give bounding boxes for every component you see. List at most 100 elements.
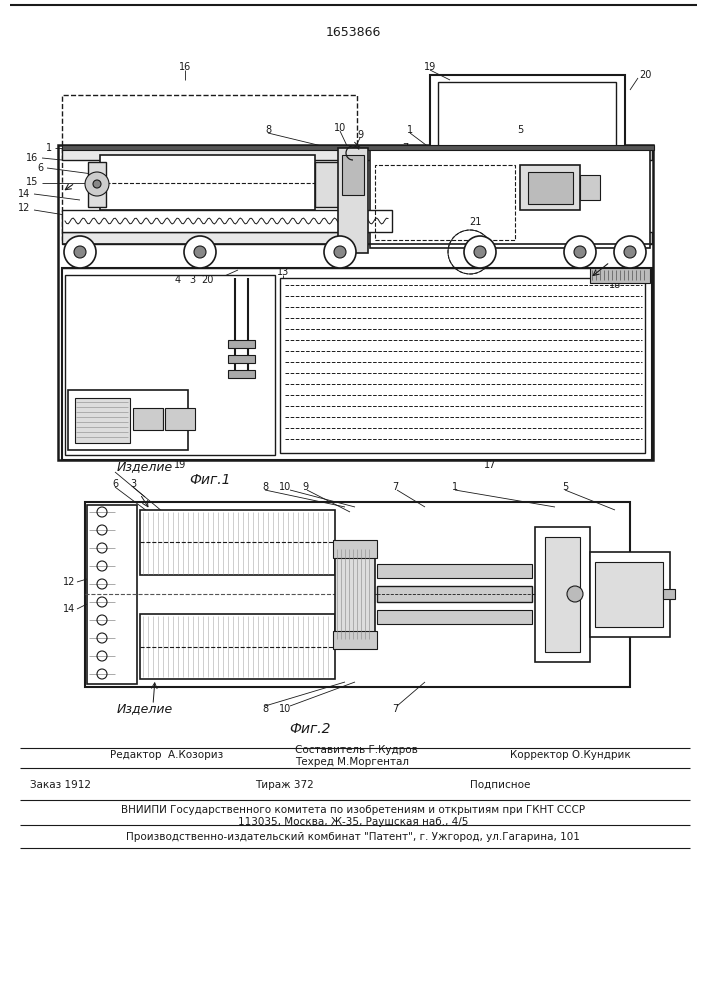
Text: 10: 10 [279, 482, 291, 492]
Bar [85, 502, 630, 687]
Text: Редактор  А.Козориз: Редактор А.Козориз [110, 750, 223, 760]
Text: 8: 8 [262, 482, 268, 492]
Text: 6: 6 [38, 163, 44, 173]
Bar [62, 210, 392, 232]
Text: Составитель Г.Кудров: Составитель Г.Кудров [295, 745, 418, 755]
Text: 8: 8 [265, 125, 271, 135]
Text: 1: 1 [452, 482, 458, 492]
Bar [342, 155, 364, 195]
Circle shape [324, 236, 356, 268]
Bar [377, 586, 532, 602]
Text: 10: 10 [334, 123, 346, 133]
Bar [65, 275, 275, 455]
Text: 10: 10 [279, 704, 291, 714]
Text: 20: 20 [639, 70, 651, 80]
Text: Заказ 1912: Заказ 1912 [30, 780, 91, 790]
Circle shape [194, 246, 206, 258]
Bar [58, 145, 653, 460]
Text: Изделие: Изделие [117, 460, 173, 474]
Text: Тираж 372: Тираж 372 [255, 780, 314, 790]
Circle shape [74, 246, 86, 258]
Text: 12: 12 [18, 203, 30, 213]
Text: 5: 5 [562, 482, 568, 492]
Bar [280, 278, 645, 453]
Bar [165, 408, 195, 430]
Text: 18: 18 [609, 280, 621, 290]
Bar [663, 589, 675, 599]
Bar [545, 537, 580, 652]
Text: 12: 12 [63, 577, 75, 587]
Bar [75, 398, 130, 443]
Bar [580, 175, 600, 200]
Bar [590, 268, 650, 283]
Bar [370, 148, 650, 248]
Text: 19: 19 [424, 62, 436, 72]
Text: 11: 11 [342, 217, 354, 227]
Text: 8: 8 [262, 704, 268, 714]
Bar [140, 614, 335, 679]
Text: Фиг.1: Фиг.1 [189, 473, 230, 487]
Bar [87, 505, 137, 684]
Circle shape [64, 236, 96, 268]
Bar [62, 145, 654, 150]
Text: 16: 16 [25, 153, 38, 163]
Bar [62, 232, 652, 244]
Text: 3: 3 [130, 479, 136, 489]
Text: 17: 17 [484, 460, 496, 470]
Bar [100, 155, 315, 210]
Circle shape [93, 180, 101, 188]
Text: 20: 20 [201, 275, 214, 285]
Bar [333, 631, 377, 649]
Circle shape [474, 246, 486, 258]
Circle shape [614, 236, 646, 268]
Bar [377, 610, 532, 624]
Circle shape [567, 586, 583, 602]
Bar [228, 340, 255, 348]
Bar [228, 355, 255, 363]
Text: 9: 9 [302, 482, 308, 492]
Text: 6: 6 [112, 479, 118, 489]
Text: 14: 14 [18, 189, 30, 199]
Bar [338, 148, 368, 253]
Text: Подписное: Подписное [470, 780, 530, 790]
Bar [520, 165, 580, 210]
Bar [375, 165, 515, 240]
Circle shape [334, 246, 346, 258]
Text: 1: 1 [407, 125, 413, 135]
Bar [590, 552, 670, 637]
Text: Производственно-издательский комбинат "Патент", г. Ужгород, ул.Гагарина, 101: Производственно-издательский комбинат "П… [126, 832, 580, 842]
Bar [133, 408, 163, 430]
Bar [535, 527, 590, 662]
Bar [68, 390, 188, 450]
Text: 4: 4 [175, 275, 181, 285]
Text: 113035, Москва, Ж-35, Раушская наб., 4/5: 113035, Москва, Ж-35, Раушская наб., 4/5 [238, 817, 468, 827]
Bar [595, 562, 663, 627]
Text: Техред М.Моргентал: Техред М.Моргентал [295, 757, 409, 767]
Text: 1: 1 [46, 143, 52, 153]
Bar [438, 82, 616, 167]
Text: 1653866: 1653866 [325, 25, 380, 38]
Bar [377, 564, 532, 578]
Circle shape [564, 236, 596, 268]
Text: 5: 5 [517, 125, 523, 135]
Bar [335, 547, 375, 642]
Text: 9: 9 [357, 130, 363, 140]
Bar [228, 370, 255, 378]
Text: Фиг.2: Фиг.2 [289, 722, 331, 736]
Text: 19: 19 [174, 460, 186, 470]
Bar [88, 162, 106, 207]
Text: Корректор О.Кундрик: Корректор О.Кундрик [510, 750, 631, 760]
Circle shape [85, 172, 109, 196]
Text: 21: 21 [469, 217, 481, 227]
Text: 7: 7 [402, 143, 408, 153]
Text: 7: 7 [392, 704, 398, 714]
Bar [62, 95, 357, 240]
Text: 16: 16 [179, 62, 191, 72]
Text: 14: 14 [63, 604, 75, 614]
Text: 13: 13 [277, 267, 289, 277]
Bar [315, 162, 340, 207]
Circle shape [624, 246, 636, 258]
Text: 3: 3 [189, 275, 195, 285]
Text: 15: 15 [25, 177, 38, 187]
Text: Изделие: Изделие [117, 702, 173, 716]
